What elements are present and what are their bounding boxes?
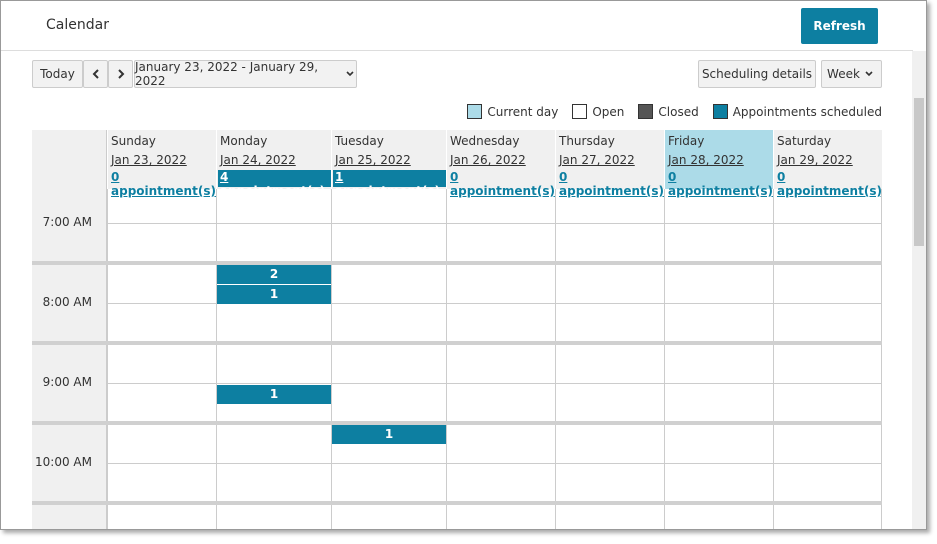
legend-swatch [638, 104, 654, 119]
legend-item: Closed [638, 104, 699, 119]
day-date[interactable]: Jan 27, 2022 [559, 153, 635, 167]
legend-label: Current day [487, 104, 559, 119]
time-label: 8:00 AM [42, 295, 92, 309]
legend-label: Appointments scheduled [732, 104, 882, 119]
refresh-button[interactable]: Refresh [801, 8, 878, 44]
right-border [881, 189, 882, 529]
scrollbar-thumb[interactable] [914, 98, 924, 246]
date-range-dropdown[interactable]: January 23, 2022 - January 29, 2022 [134, 60, 357, 88]
day-header: Thursday Jan 27, 2022 0 appointment(s) [555, 130, 664, 198]
day-header: Monday Jan 24, 2022 4 appointment(s) [216, 130, 331, 198]
half-hour-line [107, 463, 882, 464]
time-label: 10:00 AM [35, 455, 92, 469]
legend-swatch [712, 104, 728, 119]
day-name: Monday [220, 134, 268, 148]
legend-swatch [572, 104, 588, 119]
day-name: Tuesday [335, 134, 384, 148]
day-column-line [446, 189, 447, 529]
prev-button[interactable] [83, 60, 108, 88]
appointments-link[interactable]: 0 appointment(s) [668, 170, 773, 198]
day-date[interactable]: Jan 24, 2022 [220, 153, 296, 167]
day-header: Sunday Jan 23, 2022 0 appointment(s) [107, 130, 216, 198]
day-column-line [331, 189, 332, 529]
view-label: Week [827, 67, 860, 81]
hour-separator [32, 501, 882, 505]
appointments-link[interactable]: 0 appointment(s) [111, 170, 216, 198]
appointments-link[interactable]: 0 appointment(s) [559, 170, 664, 198]
scheduling-details-button[interactable]: Scheduling details [698, 60, 816, 88]
page-title: Calendar [46, 17, 109, 33]
time-label: 7:00 AM [42, 215, 92, 229]
appointment-block[interactable]: 1 [217, 385, 331, 404]
today-button[interactable]: Today [32, 60, 83, 88]
day-date[interactable]: Jan 25, 2022 [335, 153, 411, 167]
scrollbar [912, 51, 926, 529]
day-name: Friday [668, 134, 705, 148]
hour-separator [32, 421, 882, 425]
legend-item: Open [572, 104, 624, 119]
appointments-link[interactable]: 0 appointment(s) [450, 170, 555, 198]
header-bar: Calendar Refresh [1, 1, 913, 51]
day-header: Friday Jan 28, 2022 0 appointment(s) [664, 130, 773, 198]
half-hour-line [107, 383, 882, 384]
hour-separator [32, 341, 882, 345]
day-header: Tuesday Jan 25, 2022 1 appointment(s) [331, 130, 446, 198]
appointment-block[interactable]: 2 [217, 265, 331, 284]
day-date[interactable]: Jan 29, 2022 [777, 153, 853, 167]
appointments-link[interactable]: 1 appointment(s) [333, 170, 446, 198]
day-header: Wednesday Jan 26, 2022 0 appointment(s) [446, 130, 555, 198]
appointment-block[interactable]: 1 [217, 285, 331, 304]
half-hour-line [107, 223, 882, 224]
day-date[interactable]: Jan 23, 2022 [111, 153, 187, 167]
day-column-line [107, 189, 108, 529]
day-column-line [664, 189, 665, 529]
legend-item: Appointments scheduled [712, 104, 882, 119]
legend-item: Current day [467, 104, 558, 119]
legend-label: Closed [658, 104, 699, 119]
day-date[interactable]: Jan 26, 2022 [450, 153, 526, 167]
day-name: Saturday [777, 134, 832, 148]
day-column-line [216, 189, 217, 529]
day-date[interactable]: Jan 28, 2022 [668, 153, 744, 167]
next-button[interactable] [108, 60, 133, 88]
appointment-block[interactable]: 1 [332, 425, 446, 444]
time-label: 9:00 AM [42, 375, 92, 389]
day-header: Saturday Jan 29, 2022 0 appointment(s) [773, 130, 882, 198]
day-name: Thursday [559, 134, 615, 148]
hour-separator [32, 261, 882, 265]
date-range: January 23, 2022 - January 29, 2022 [135, 60, 319, 88]
day-column-line [773, 189, 774, 529]
legend: Current day Open Closed Appointments schedu… [467, 104, 882, 119]
calendar-grid: Sunday Jan 23, 2022 0 appointment(s) Monday… [32, 130, 882, 529]
day-column-line [555, 189, 556, 529]
legend-swatch [467, 104, 483, 119]
time-column [32, 130, 107, 529]
day-name: Wednesday [450, 134, 520, 148]
appointments-link[interactable]: 0 appointment(s) [777, 170, 882, 198]
calendar-window: Calendar Refresh Today January 23, 2022 … [0, 0, 927, 530]
day-name: Sunday [111, 134, 156, 148]
appointments-link[interactable]: 4 appointment(s) [218, 170, 331, 198]
view-dropdown[interactable]: Week [821, 60, 882, 88]
legend-label: Open [592, 104, 625, 119]
half-hour-line [107, 303, 882, 304]
